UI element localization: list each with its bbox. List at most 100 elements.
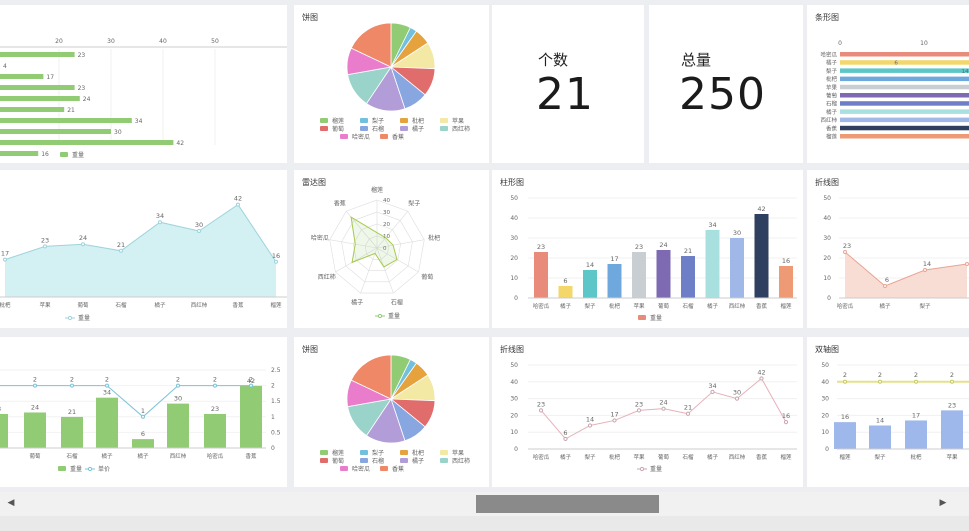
radar-indicator-label: 榴莲 — [371, 186, 383, 194]
legend-weight-label: 重量 — [650, 465, 662, 473]
series-line — [0, 385, 251, 418]
y-tick-label: 20 — [823, 255, 831, 262]
kpi-total-value: 250 — [679, 69, 766, 120]
bar-value-label: 24 — [659, 241, 667, 249]
pie-legend-item-swatch — [320, 458, 328, 463]
dual-left-chart: 00.511.522.52324葡萄21石榴34橘子6橘子30西红柿23哈密瓜4… — [0, 367, 281, 473]
bar-value-label: 23 — [0, 405, 1, 413]
pie-legend-item-swatch — [340, 466, 348, 471]
bar-value-label: 34 — [708, 221, 716, 229]
x-tick-label: 哈密瓜 — [207, 452, 224, 460]
pie-legend-item-label: 榴莲 — [332, 449, 344, 457]
bar — [534, 252, 548, 298]
x-tick-label: 梨子 — [584, 453, 596, 461]
radar-axis — [329, 239, 378, 249]
y-tick-label: 0 — [514, 295, 518, 302]
x-tick-label: 香蕉 — [756, 453, 768, 461]
bar-value-label: 23 — [78, 85, 86, 92]
y-tick-label: 梨子 — [826, 67, 838, 75]
bar-value-label: 14 — [586, 261, 594, 269]
y-tick-label: 20 — [510, 255, 518, 262]
radar-indicator-label: 哈密瓜 — [311, 234, 329, 242]
data-point — [923, 268, 927, 272]
y2-tick-label: 0 — [271, 445, 275, 452]
bar-value-label: 16 — [41, 151, 49, 158]
x-tick-label: 橘子 — [560, 302, 572, 310]
data-point — [710, 389, 715, 394]
data-point — [3, 257, 7, 262]
kpi-count-value: 21 — [536, 69, 594, 120]
x-tick-label: 西红柿 — [170, 452, 187, 460]
bar — [0, 96, 80, 101]
scroll-right-icon[interactable]: ▶ — [939, 498, 947, 508]
pie-legend-item-label: 橘子 — [412, 457, 424, 465]
data-label: 17 — [610, 410, 618, 418]
bar — [96, 397, 118, 448]
data-point — [636, 408, 642, 413]
x-tick-label: 石榴 — [66, 452, 78, 460]
bar-value-label: 4 — [3, 63, 7, 70]
pie1-card: 饼图 榴莲 梨子 枇杷 苹果 葡萄 石榴 橘子 西红柿 哈密瓜 香蕉 — [294, 5, 489, 163]
data-point — [70, 383, 74, 388]
radar-axis — [376, 247, 394, 294]
bar — [834, 422, 856, 449]
legend-weight-swatch — [638, 315, 646, 320]
data-label: 34 — [156, 212, 164, 220]
pie-legend-item-swatch — [380, 466, 388, 471]
radar-series — [350, 216, 398, 268]
y2-tick-label: 2.5 — [271, 367, 281, 374]
pie-legend-item-label: 苹果 — [452, 117, 464, 125]
x-tick-label: 苹果 — [633, 302, 645, 310]
x-tick-label: 榴莲 — [780, 453, 792, 461]
horizontal-scrollbar[interactable]: ◀ ▶ — [0, 492, 969, 516]
x-tick-label: 香蕉 — [232, 301, 244, 309]
scroll-left-icon[interactable]: ◀ — [7, 498, 15, 508]
pie-legend-item-label: 石榴 — [372, 457, 384, 465]
bar-value-label: 23 — [537, 243, 545, 251]
pie-legend-item-label: 橘子 — [412, 125, 424, 133]
x-tick-label: 40 — [159, 38, 167, 45]
radar-title: 雷达图 — [302, 178, 326, 187]
data-point — [563, 436, 568, 442]
radar-tick-label: 20 — [383, 222, 390, 228]
bar-value-label: 23 — [635, 243, 643, 251]
data-label: 30 — [195, 221, 203, 229]
hbar-right-card: 条形图 0 10 哈密瓜 橘子 6 梨子 14 枇杷 苹果 葡萄 石榴 橘子 西红柿 香蕉 榴莲 — [807, 5, 969, 163]
y-tick-label: 香蕉 — [826, 124, 838, 132]
data-label: 2 — [249, 376, 253, 384]
x-tick-label: 香蕉 — [245, 452, 257, 460]
area-left-card: 17 枇杷 23 苹果 24 葡萄 21 石榴 34 橘子 30 西红柿 42 香蕉 16 榴莲 重量 — [0, 170, 287, 328]
pie-legend-item-swatch — [320, 450, 328, 455]
bar — [24, 412, 46, 448]
bar-value-label: 42 — [757, 205, 765, 213]
data-point — [843, 379, 847, 384]
data-point — [119, 248, 123, 253]
bar — [840, 101, 969, 106]
pie-legend-item-swatch — [360, 126, 368, 131]
legend-weight-label: 重量 — [650, 314, 662, 322]
y-tick-label: 10 — [823, 275, 831, 282]
hbar-right-title: 条形图 — [815, 13, 839, 22]
y-tick-label: 30 — [821, 396, 829, 403]
scrollbar-thumb[interactable] — [476, 495, 659, 513]
y-tick-label: 30 — [823, 235, 831, 242]
y-tick-label: 榴莲 — [826, 133, 838, 141]
y-tick-label: 40 — [510, 215, 518, 222]
radar-axis — [376, 211, 409, 249]
pie-legend-item-label: 苹果 — [452, 449, 464, 457]
pie-legend-item-label: 梨子 — [372, 449, 384, 457]
bar — [779, 266, 793, 298]
y-tick-label: 50 — [510, 195, 518, 202]
data-label: 23 — [843, 242, 851, 250]
data-label: 23 — [635, 400, 643, 408]
dual-card: 双轴图 0 10 20 30 40 50 16 榴莲 14 梨子 17 枇杷 23 苹果 2 2 2 2 — [807, 337, 969, 487]
x-tick-label: 苹果 — [39, 301, 51, 309]
data-point — [249, 383, 253, 388]
radar-ring — [341, 211, 413, 283]
radar-ring — [364, 235, 390, 260]
bar — [840, 84, 969, 90]
pie-legend-item-label: 香蕉 — [392, 133, 404, 141]
pie-legend-item-label: 哈密瓜 — [352, 465, 370, 473]
